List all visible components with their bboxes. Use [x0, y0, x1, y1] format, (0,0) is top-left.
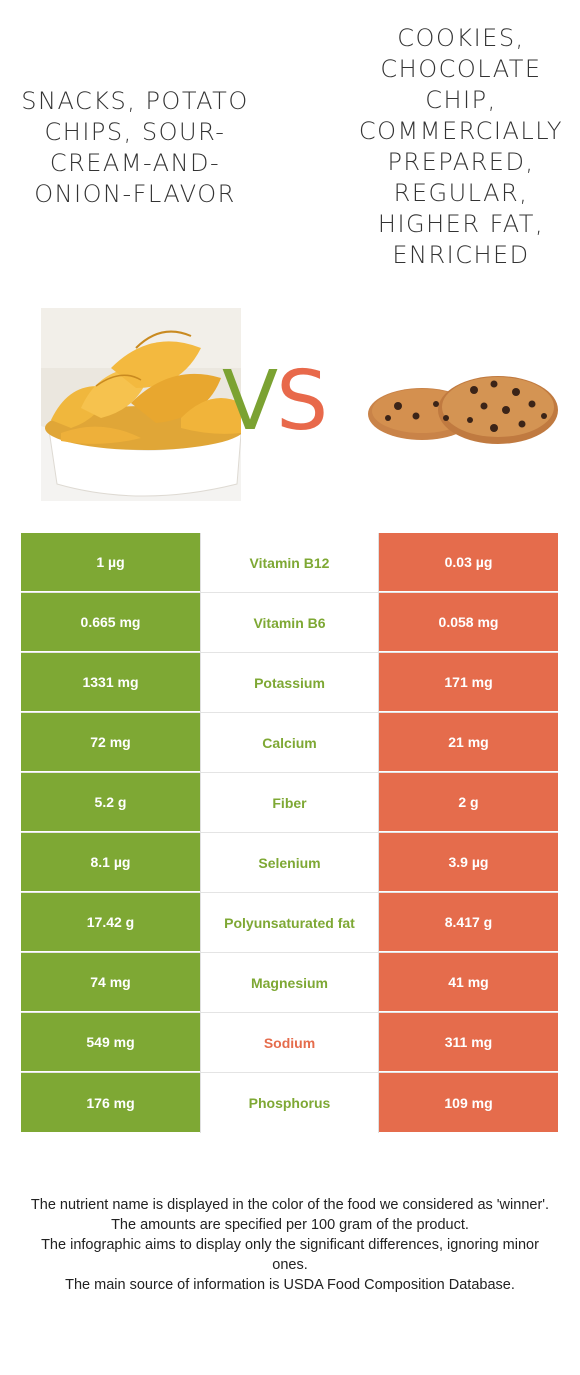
table-row: 17.42 g Polyunsaturated fat 8.417 g: [21, 893, 558, 953]
left-value: 0.665 mg: [21, 593, 200, 652]
left-food-title: Snacks, potato chips, sour-cream-and-oni…: [21, 87, 249, 208]
table-row: 5.2 g Fiber 2 g: [21, 773, 558, 833]
right-value: 3.9 µg: [379, 833, 558, 892]
left-value: 74 mg: [21, 953, 200, 1012]
right-value: 21 mg: [379, 713, 558, 772]
left-value: 8.1 µg: [21, 833, 200, 892]
potato-chips-bowl-icon: [41, 308, 241, 501]
right-value: 8.417 g: [379, 893, 558, 952]
table-row: 549 mg Sodium 311 mg: [21, 1013, 558, 1073]
nutrient-name: Selenium: [200, 833, 379, 892]
right-value: 41 mg: [379, 953, 558, 1012]
table-row: 1 µg Vitamin B12 0.03 µg: [21, 533, 558, 593]
nutrient-name: Potassium: [200, 653, 379, 712]
nutrient-name: Polyunsaturated fat: [200, 893, 379, 952]
nutrient-name: Vitamin B12: [200, 533, 379, 592]
right-value: 0.058 mg: [379, 593, 558, 652]
nutrient-name: Calcium: [200, 713, 379, 772]
footer-notes: The nutrient name is displayed in the co…: [25, 1195, 555, 1295]
nutrient-name: Sodium: [200, 1013, 379, 1072]
potato-chips-image: [41, 308, 241, 501]
left-value: 549 mg: [21, 1013, 200, 1072]
table-row: 72 mg Calcium 21 mg: [21, 713, 558, 773]
vs-s: S: [276, 354, 328, 449]
table-row: 0.665 mg Vitamin B6 0.058 mg: [21, 593, 558, 653]
left-value: 176 mg: [21, 1073, 200, 1133]
right-value: 171 mg: [379, 653, 558, 712]
footer-line-3: The infographic aims to display only the…: [41, 1237, 539, 1273]
left-value: 1 µg: [21, 533, 200, 592]
footer-line-1: The nutrient name is displayed in the co…: [30, 1197, 550, 1213]
left-value: 1331 mg: [21, 653, 200, 712]
cookies-image: [366, 370, 562, 450]
vs-label: VS: [222, 352, 350, 452]
vs-v: V: [222, 354, 278, 449]
footer-line-4: The main source of information is USDA F…: [65, 1277, 515, 1293]
chocolate-chip-cookies-icon: [368, 376, 558, 444]
nutrient-name: Vitamin B6: [200, 593, 379, 652]
right-value: 109 mg: [379, 1073, 558, 1133]
table-row: 176 mg Phosphorus 109 mg: [21, 1073, 558, 1133]
table-row: 1331 mg Potassium 171 mg: [21, 653, 558, 713]
footer-line-2: The amounts are specified per 100 gram o…: [111, 1217, 469, 1233]
nutrient-table: 1 µg Vitamin B12 0.03 µg 0.665 mg Vitamin B6…: [21, 533, 558, 1133]
nutrient-name: Fiber: [200, 773, 379, 832]
right-value: 0.03 µg: [379, 533, 558, 592]
right-value: 2 g: [379, 773, 558, 832]
nutrient-name: Phosphorus: [200, 1073, 379, 1133]
table-row: 74 mg Magnesium 41 mg: [21, 953, 558, 1013]
left-value: 17.42 g: [21, 893, 200, 952]
table-row: 8.1 µg Selenium 3.9 µg: [21, 833, 558, 893]
right-food-title: Cookies, chocolate chip, commercially pr…: [358, 24, 564, 269]
left-value: 72 mg: [21, 713, 200, 772]
left-value: 5.2 g: [21, 773, 200, 832]
right-value: 311 mg: [379, 1013, 558, 1072]
nutrient-name: Magnesium: [200, 953, 379, 1012]
